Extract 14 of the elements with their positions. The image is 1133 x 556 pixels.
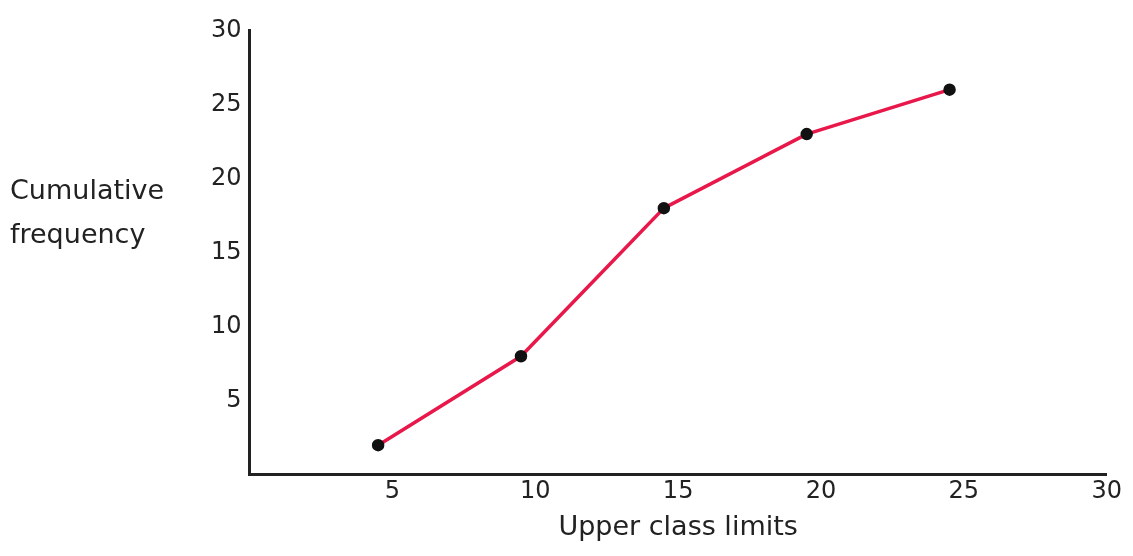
x-tick-label: 25	[948, 476, 980, 505]
y-tick-label: 20	[210, 162, 242, 191]
x-tick-label: 5	[384, 476, 401, 505]
x-axis-title: Upper class limits	[558, 509, 798, 541]
x-tick-label: 30	[1091, 476, 1122, 505]
y-tick-label: 30	[210, 14, 242, 43]
y-tick-label: 15	[210, 236, 242, 265]
y-tick-label: 25	[210, 88, 242, 117]
y-tick-label: 10	[210, 310, 242, 339]
y-tick-label: 5	[226, 384, 242, 413]
x-tick-label: 10	[520, 476, 551, 505]
x-tick-label: 15	[662, 476, 694, 505]
x-tick-label: 20	[805, 476, 837, 505]
y-axis-title: Cumulative frequency	[10, 173, 166, 251]
